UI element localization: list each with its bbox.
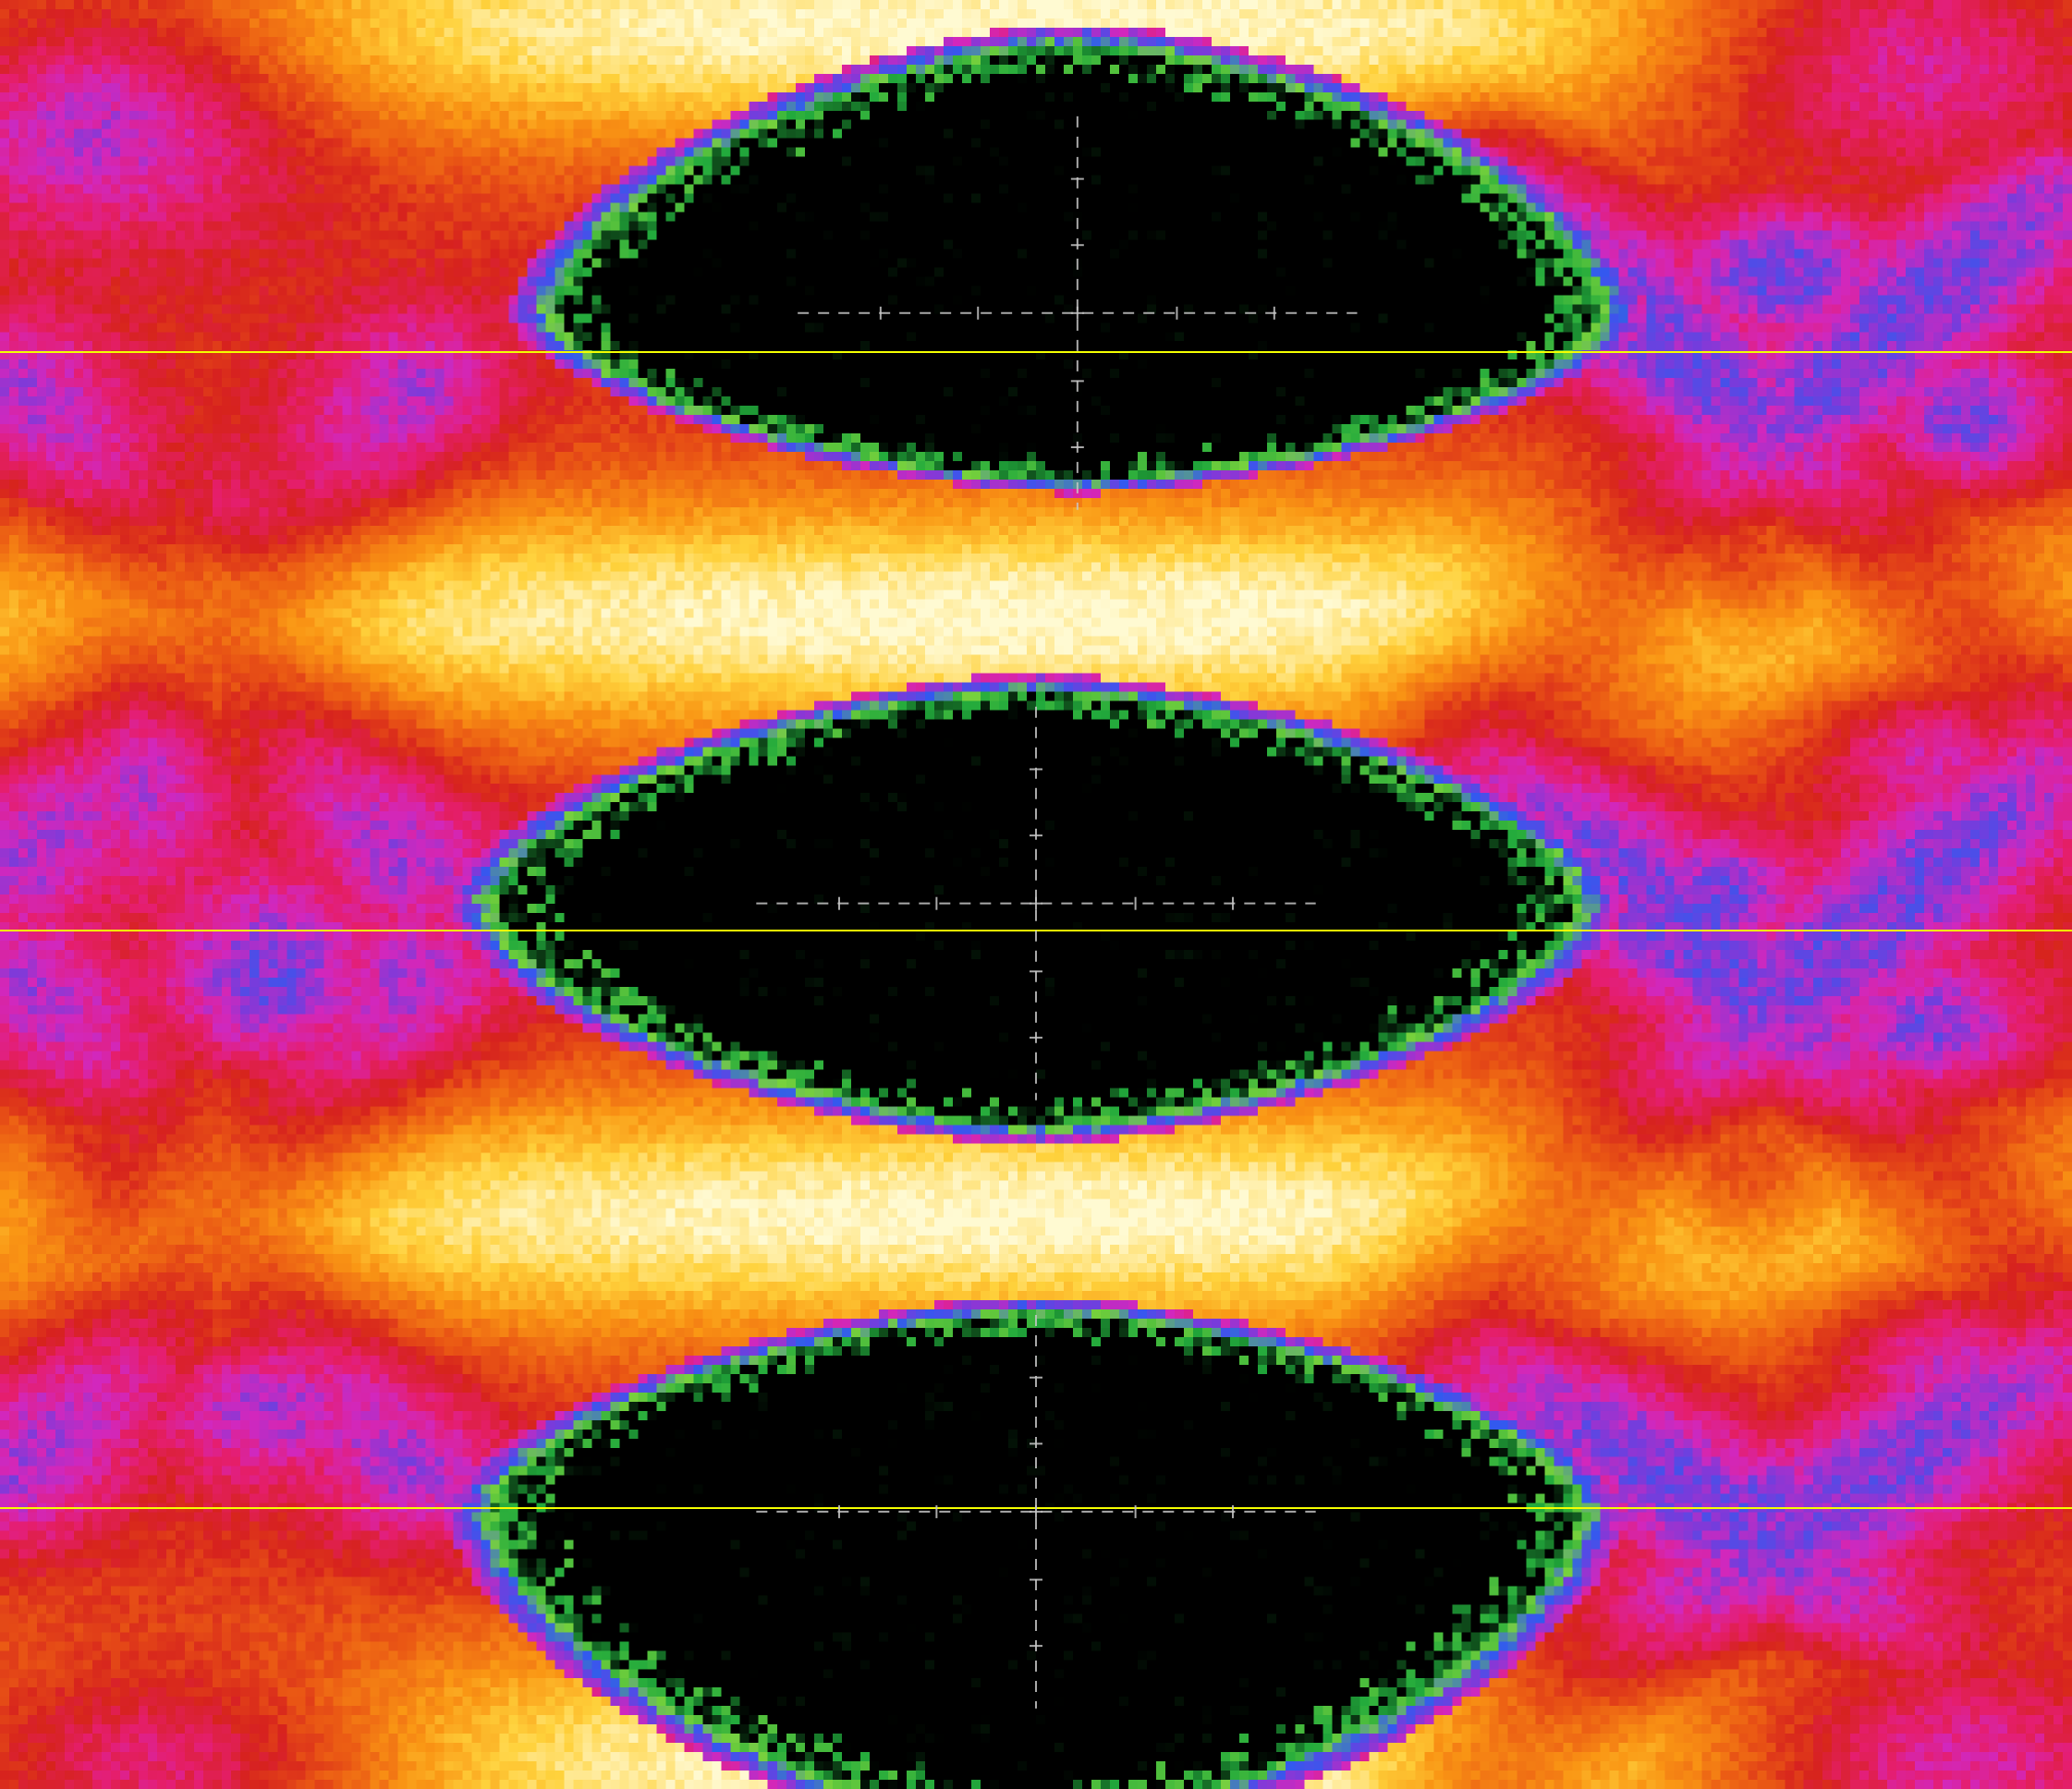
eye-diagram-plot (0, 0, 2072, 1789)
eye-diagram-canvas (0, 0, 2072, 1789)
